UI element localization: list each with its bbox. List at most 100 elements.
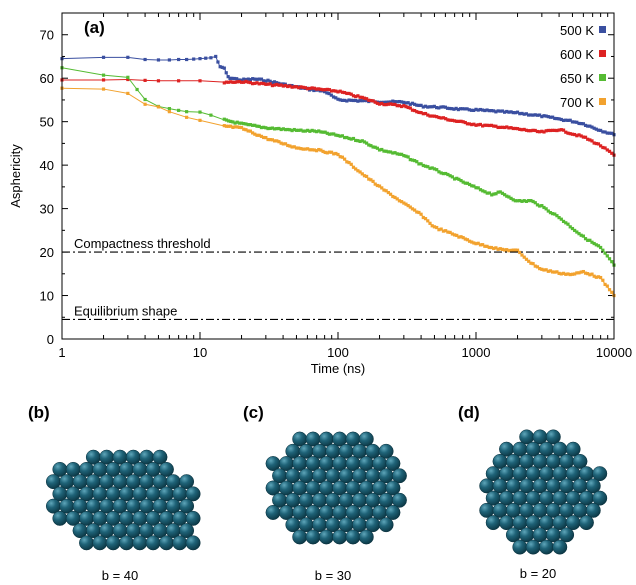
data-point	[237, 80, 241, 84]
data-point	[367, 177, 371, 181]
data-point	[474, 123, 478, 127]
data-point	[360, 139, 364, 143]
data-point	[434, 105, 439, 110]
data-point	[288, 144, 292, 148]
data-point	[441, 229, 446, 233]
atom-sphere	[152, 449, 168, 465]
data-point	[559, 117, 563, 122]
data-point	[340, 155, 345, 159]
data-point	[564, 221, 568, 225]
data-point	[531, 113, 535, 117]
data-point	[522, 255, 526, 259]
data-point	[253, 77, 257, 81]
data-point	[367, 98, 371, 102]
data-point	[513, 199, 517, 203]
data-point	[220, 65, 224, 69]
data-point	[413, 108, 417, 113]
data-point	[546, 115, 550, 119]
data-point	[570, 272, 575, 276]
data-point	[538, 130, 542, 134]
data-point	[365, 141, 369, 145]
atom-sphere	[158, 461, 174, 477]
data-point	[437, 228, 441, 232]
data-point	[496, 125, 500, 130]
data-point	[474, 186, 478, 190]
series-500-k	[60, 54, 616, 137]
data-point	[515, 110, 520, 114]
data-point	[281, 82, 285, 86]
data-point	[461, 107, 465, 111]
data-point	[490, 193, 494, 197]
data-point	[360, 99, 364, 103]
atom-sphere	[185, 535, 201, 551]
data-point	[262, 81, 266, 86]
data-point	[264, 126, 268, 130]
data-point	[259, 125, 264, 130]
data-point	[185, 110, 189, 114]
data-point	[492, 192, 496, 196]
data-point	[588, 273, 592, 277]
data-point	[458, 107, 463, 111]
data-point	[573, 120, 577, 124]
data-point	[388, 100, 393, 104]
data-point	[470, 123, 474, 127]
data-point	[198, 118, 202, 122]
data-point	[444, 171, 448, 176]
data-point	[343, 157, 347, 161]
data-point	[358, 139, 362, 144]
nanoparticle-c-image	[265, 431, 407, 545]
data-point	[592, 274, 596, 278]
data-point	[388, 192, 393, 196]
atom-sphere	[358, 431, 374, 447]
data-point	[264, 136, 268, 140]
data-point	[610, 290, 614, 294]
data-point	[101, 78, 106, 82]
data-point	[377, 148, 382, 152]
data-point	[432, 114, 437, 118]
data-point	[465, 181, 470, 185]
data-point	[603, 251, 607, 255]
data-point	[467, 122, 472, 126]
data-point	[548, 269, 553, 273]
data-point	[415, 210, 419, 214]
data-point	[101, 73, 106, 77]
data-point	[397, 199, 402, 203]
data-point	[192, 57, 196, 61]
data-point	[286, 84, 290, 89]
plot-frame	[61, 12, 615, 340]
data-point	[388, 150, 393, 154]
data-point	[444, 117, 448, 121]
data-point	[540, 129, 544, 133]
data-point	[577, 271, 581, 275]
data-point	[476, 186, 480, 190]
data-point	[279, 141, 283, 145]
data-point	[404, 101, 408, 105]
data-point	[520, 253, 524, 257]
data-point	[177, 108, 181, 112]
data-point	[538, 204, 542, 208]
data-point	[292, 145, 296, 149]
data-point	[601, 130, 605, 134]
atom-sphere	[179, 474, 195, 490]
data-point	[312, 88, 316, 93]
data-point	[435, 115, 439, 119]
data-point	[518, 250, 522, 255]
atom-sphere	[585, 502, 601, 518]
data-point	[371, 145, 375, 149]
data-point	[507, 110, 511, 114]
data-point	[594, 243, 598, 247]
data-point	[426, 219, 430, 223]
data-point	[143, 102, 147, 106]
data-point	[505, 125, 509, 129]
data-point	[312, 86, 316, 90]
data-point	[317, 87, 321, 91]
data-point	[356, 139, 360, 143]
data-point	[308, 129, 312, 133]
atom-sphere	[158, 535, 174, 551]
data-point	[257, 124, 261, 128]
data-point	[286, 143, 290, 148]
data-point	[257, 77, 261, 81]
data-point	[465, 107, 469, 111]
data-point	[481, 189, 485, 193]
data-point	[349, 162, 353, 166]
